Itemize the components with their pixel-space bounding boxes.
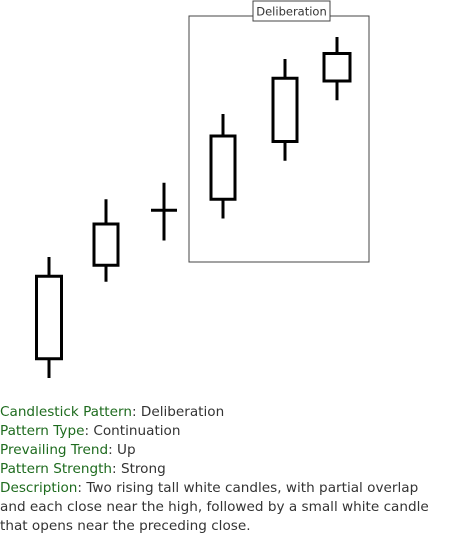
candlestick-chart: Deliberation (35, 0, 370, 378)
description-key: Description (0, 480, 78, 496)
prevailing-trend-value: Up (117, 442, 136, 458)
pattern-type-row: Pattern Type: Continuation (0, 423, 181, 439)
candle-body (209, 134, 237, 201)
pattern-name-row: Candlestick Pattern: Deliberation (0, 404, 225, 420)
pattern-info: Candlestick Pattern: Deliberation Patter… (0, 403, 446, 536)
pattern-strength-value: Strong (120, 461, 166, 477)
pattern-strength-key: Pattern Strength (0, 461, 113, 477)
description-value: Two rising tall white candles, with part… (0, 480, 429, 534)
pattern-type-value: Continuation (93, 423, 181, 439)
candle-body (92, 222, 120, 267)
prevailing-trend-row: Prevailing Trend: Up (0, 442, 136, 458)
pattern-name-key: Candlestick Pattern (0, 404, 132, 420)
pattern-label-box (252, 0, 331, 22)
pattern-type-key: Pattern Type (0, 423, 85, 439)
candle-body (35, 274, 63, 361)
candles-group (35, 37, 352, 378)
description-row: Description: Two rising tall white candl… (0, 480, 429, 534)
pattern-strength-row: Pattern Strength: Strong (0, 461, 166, 477)
pattern-label: Deliberation (256, 5, 327, 19)
prevailing-trend-key: Prevailing Trend (0, 442, 109, 458)
candle-body (322, 52, 352, 83)
candle-body (271, 76, 299, 143)
pattern-name-value: Deliberation (140, 404, 225, 420)
